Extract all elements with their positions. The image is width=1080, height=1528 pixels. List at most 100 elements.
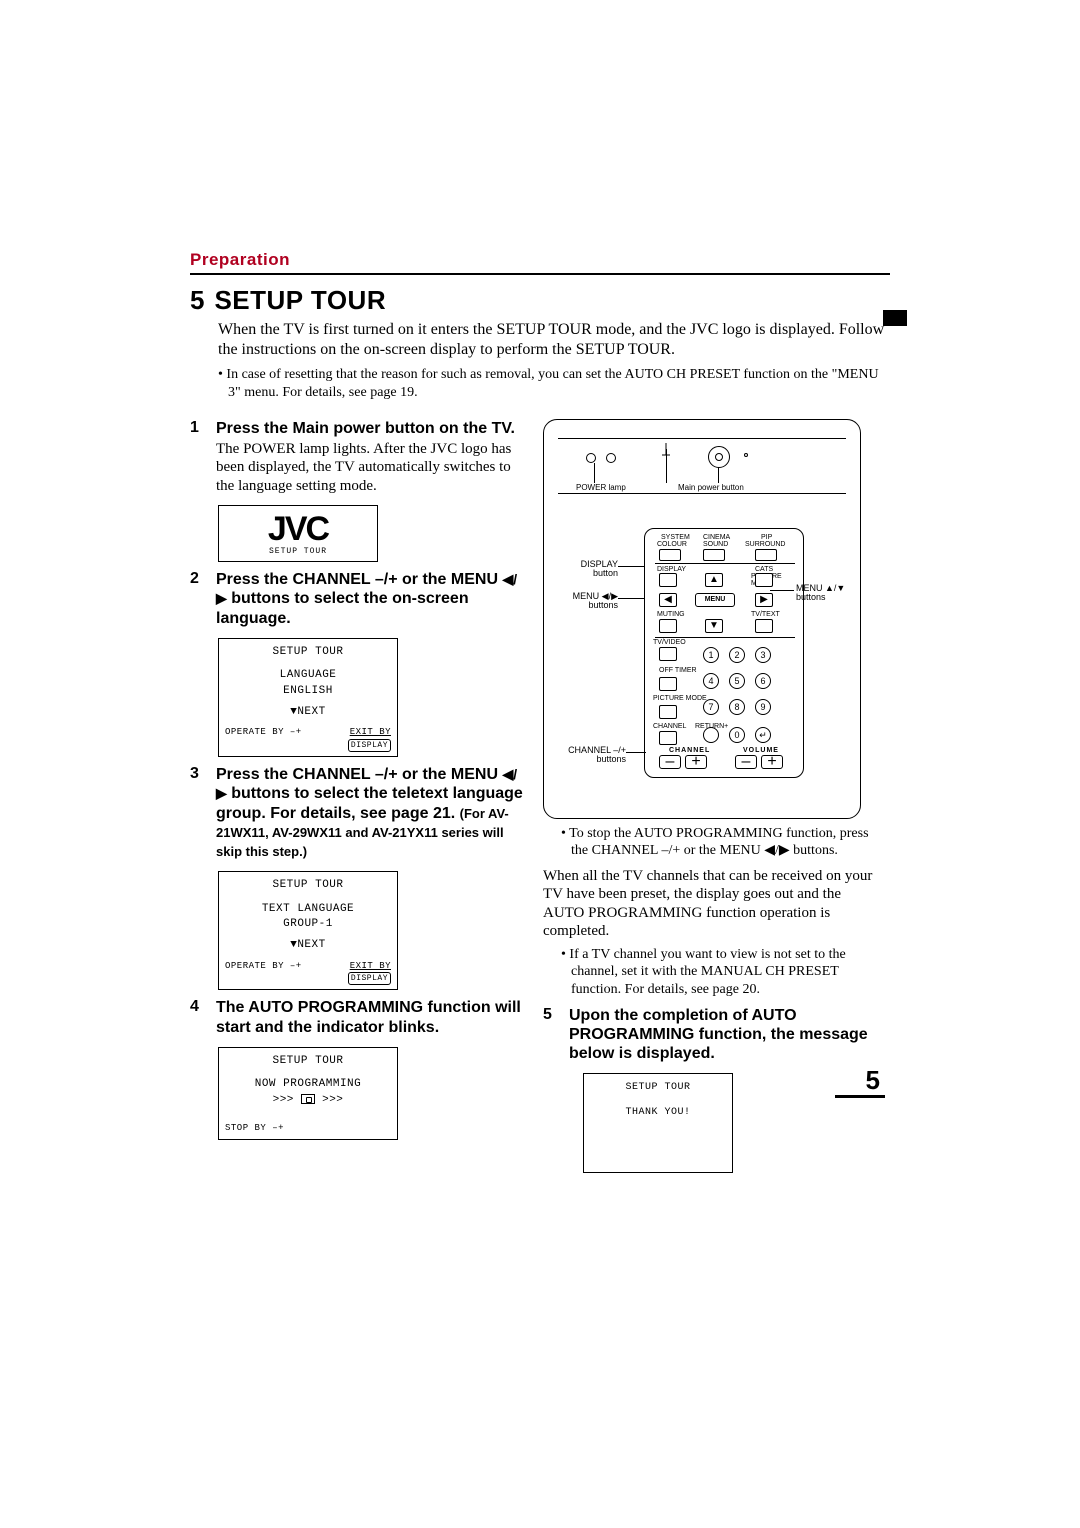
osd-language-box: SETUP TOUR LANGUAGE ENGLISH ▼NEXT OPERAT… (218, 638, 398, 757)
channel-plus: + (685, 755, 707, 769)
indicator-dot (744, 453, 748, 457)
remote-control: SYSTEM COLOUR CINEMA SOUND PIP SURROUND … (644, 528, 804, 778)
osd-textlang-box: SETUP TOUR TEXT LANGUAGE GROUP-1 ▼NEXT O… (218, 871, 398, 990)
osd-prog-stop: STOP BY –+ (219, 1122, 397, 1135)
enter-button: ↵ (755, 727, 771, 743)
osd-done-msg: THANK YOU! (584, 1107, 732, 1118)
up-button: ▲ (705, 573, 723, 587)
osd-lang-footer: OPERATE BY –+ EXIT BY DISPLAY (219, 726, 397, 752)
tvvideo-button (659, 647, 677, 661)
title-number: 5 (190, 285, 204, 316)
osd-text-exit: EXIT BY DISPLAY (348, 960, 391, 986)
page-title-row: 5 SETUP TOUR (190, 285, 890, 316)
two-column-layout: 1 Press the Main power button on the TV.… (190, 411, 890, 1173)
page-number-underline (835, 1095, 885, 1098)
step-1-body: The POWER lamp lights. After the JVC log… (216, 440, 525, 495)
osd-prog-arrows: >>> >>> (219, 1093, 397, 1108)
osd-text-l1: TEXT LANGUAGE (219, 902, 397, 917)
page-content: Preparation 5 SETUP TOUR When the TV is … (190, 250, 890, 1173)
osd-text-title: SETUP TOUR (219, 878, 397, 893)
muting-button (659, 619, 677, 633)
osd-operate-by: OPERATE BY –+ (225, 726, 302, 752)
left-button: ◀ (659, 593, 677, 607)
picturemode-button (659, 705, 677, 719)
step-2-head-b: buttons to select the on-screen language… (216, 590, 469, 626)
step-4: 4 The AUTO PROGRAMMING function will sta… (190, 998, 525, 1036)
main-power-button (708, 446, 730, 468)
osd-lang-l1: LANGUAGE (219, 668, 397, 683)
num-9: 9 (755, 699, 771, 715)
manual-preset-bullet: • If a TV channel you want to view is no… (561, 946, 878, 997)
num-4: 4 (703, 673, 719, 689)
power-lamp-icon (658, 443, 674, 459)
return-button (703, 727, 719, 743)
picture-mode-button (755, 573, 773, 587)
cinema-button (703, 549, 725, 561)
page-number: 5 (866, 1065, 880, 1096)
main-power-label: Main power button (678, 483, 744, 492)
channel-mode-button (659, 731, 677, 745)
step-4-number: 4 (190, 998, 208, 1036)
system-button (659, 549, 681, 561)
step-2-number: 2 (190, 570, 208, 628)
step-5: 5 Upon the completion of AUTO PROGRAMMIN… (543, 1006, 878, 1064)
osd-text-l2: GROUP-1 (219, 917, 397, 932)
step-2-heading: Press the CHANNEL –/+ or the MENU ◀/▶ bu… (216, 570, 525, 628)
pip-button (755, 549, 777, 561)
osd-complete-box: SETUP TOUR THANK YOU! (583, 1073, 733, 1173)
intro-paragraph: When the TV is first turned on it enters… (218, 320, 890, 360)
page-title: SETUP TOUR (214, 285, 386, 316)
led-1 (586, 453, 596, 463)
right-column: POWER lamp Main power button DISPLAY but… (543, 411, 878, 1173)
tv-icon (301, 1094, 315, 1104)
step-2-head-a: Press the CHANNEL –/+ or the MENU (216, 571, 502, 588)
edge-tab (883, 310, 907, 326)
osd-lang-l2: ENGLISH (219, 684, 397, 699)
osd-display-button: DISPLAY (348, 739, 391, 752)
num-2: 2 (729, 647, 745, 663)
osd-lang-title: SETUP TOUR (219, 645, 397, 660)
completion-paragraph: When all the TV channels that can be rec… (543, 867, 878, 940)
step-5-heading: Upon the completion of AUTO PROGRAMMING … (569, 1006, 878, 1064)
volume-minus: – (735, 755, 757, 769)
channel-buttons-label: CHANNEL –/+ buttons (554, 746, 626, 765)
step-1-heading: Press the Main power button on the TV. (216, 419, 525, 438)
menu-lr-label: MENU ◀/▶ buttons (554, 592, 618, 611)
channel-minus: – (659, 755, 681, 769)
osd-prog-title: SETUP TOUR (219, 1054, 397, 1069)
led-2 (606, 453, 616, 463)
stop-auto-bullet: • To stop the AUTO PROGRAMMING function,… (561, 825, 878, 859)
osd-logo-sub: SETUP TOUR (219, 546, 377, 557)
step-2: 2 Press the CHANNEL –/+ or the MENU ◀/▶ … (190, 570, 525, 628)
intro-note: • In case of resetting that the reason f… (218, 366, 890, 401)
step-3-heading: Press the CHANNEL –/+ or the MENU ◀/▶ bu… (216, 765, 525, 861)
power-lamp-label: POWER lamp (576, 483, 626, 492)
num-1: 1 (703, 647, 719, 663)
osd-exit-by: EXIT BY DISPLAY (348, 726, 391, 752)
display-button-label: DISPLAY button (554, 560, 618, 579)
step-5-number: 5 (543, 1006, 561, 1064)
tvtext-button (755, 619, 773, 633)
display-button (659, 573, 677, 587)
osd-text-next: ▼NEXT (219, 938, 397, 953)
osd-text-operate: OPERATE BY –+ (225, 960, 302, 986)
osd-programming-box: SETUP TOUR NOW PROGRAMMING >>> >>> STOP … (218, 1047, 398, 1140)
osd-lang-next: ▼NEXT (219, 705, 397, 720)
menu-button: MENU (695, 593, 735, 607)
step-3-head-a: Press the CHANNEL –/+ or the MENU (216, 766, 502, 783)
step-1: 1 Press the Main power button on the TV.… (190, 419, 525, 495)
step-1-number: 1 (190, 419, 208, 495)
left-column: 1 Press the Main power button on the TV.… (190, 411, 525, 1173)
osd-prog-l1: NOW PROGRAMMING (219, 1077, 397, 1092)
num-5: 5 (729, 673, 745, 689)
num-0: 0 (729, 727, 745, 743)
step-4-heading: The AUTO PROGRAMMING function will start… (216, 998, 525, 1036)
section-header: Preparation (190, 250, 890, 275)
right-button: ▶ (755, 593, 773, 607)
osd-text-footer: OPERATE BY –+ EXIT BY DISPLAY (219, 960, 397, 986)
osd-text-display-button: DISPLAY (348, 972, 391, 985)
num-7: 7 (703, 699, 719, 715)
osd-logo-box: JVC SETUP TOUR (218, 505, 378, 562)
jvc-logo: JVC (219, 512, 377, 546)
num-8: 8 (729, 699, 745, 715)
